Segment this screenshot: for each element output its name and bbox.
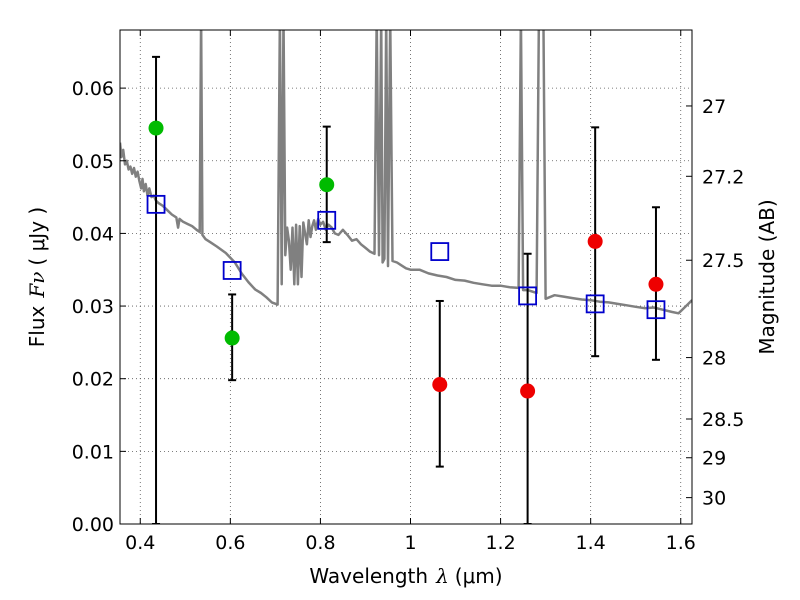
- model-photometry-square: [317, 210, 337, 230]
- model-photometry-square: [646, 300, 666, 320]
- y-tick-label: 0.06: [72, 78, 114, 100]
- model-spectrum-line: [120, 30, 692, 315]
- y-tick-label: 0.03: [72, 296, 114, 318]
- red-data-point: [520, 383, 536, 399]
- red-data-point: [587, 233, 603, 249]
- y-axis-label-symbol: Fν: [25, 272, 49, 299]
- model-photometry-square: [430, 242, 450, 261]
- model-photometry-square: [518, 286, 538, 306]
- green-data-point: [224, 330, 240, 346]
- right-tick-label: 28: [702, 348, 726, 370]
- x-tick-label: 1.4: [576, 532, 606, 554]
- y-tick-label: 0.05: [72, 151, 114, 173]
- x-axis-label-units: (μm): [455, 564, 503, 588]
- model-photometry-square: [146, 194, 166, 214]
- grid-lines: [120, 30, 692, 525]
- right-tick-label: 29: [702, 448, 726, 470]
- axis-ticks: 0.4 0.6 0.8 1 1.2 1.4 1.6 0.00 0.01 0.02 0.03 0.04 0…: [72, 30, 744, 554]
- photometry-points-layer: [148, 120, 664, 399]
- x-tick-label: 0.6: [215, 532, 245, 554]
- x-tick-label: 0.8: [305, 532, 335, 554]
- y-tick-label: 0.01: [72, 441, 114, 463]
- y-tick-label: 0.04: [72, 223, 114, 245]
- red-data-point: [648, 276, 664, 292]
- red-data-point: [432, 377, 448, 393]
- y-axis-label: Flux Fν ( μJy ): [25, 207, 49, 347]
- right-tick-label: 27.5: [702, 250, 744, 272]
- green-data-point: [319, 177, 335, 193]
- x-tick-label: 1: [404, 532, 416, 554]
- right-tick-label: 30: [702, 488, 726, 510]
- right-tick-label: 28.5: [702, 409, 744, 431]
- x-tick-label: 0.4: [125, 532, 155, 554]
- right-tick-label: 27.2: [702, 166, 744, 188]
- error-bars-layer: [152, 55, 660, 524]
- plot-frame: [119, 29, 693, 525]
- y-tick-label: 0.00: [72, 514, 114, 536]
- model-photometry-square: [222, 261, 242, 280]
- y-tick-label: 0.02: [72, 369, 114, 391]
- x-tick-label: 1.6: [666, 532, 696, 554]
- x-axis-label-symbol: λ: [435, 564, 449, 588]
- y-axis-label-prefix: Flux: [25, 305, 49, 347]
- x-tick-label: 1.2: [485, 532, 515, 554]
- model-spectrum-layer: [120, 30, 692, 315]
- y-axis-label-units: ( μJy ): [25, 207, 49, 266]
- x-axis-label: Wavelength λ (μm): [309, 564, 502, 588]
- green-data-point: [148, 120, 164, 136]
- x-axis-label-prefix: Wavelength: [309, 564, 428, 588]
- model-photometry-square: [585, 294, 605, 314]
- right-tick-label: 27: [702, 96, 726, 118]
- model-photometry-layer: [146, 194, 666, 320]
- right-axis-label: Magnitude (AB): [755, 199, 779, 354]
